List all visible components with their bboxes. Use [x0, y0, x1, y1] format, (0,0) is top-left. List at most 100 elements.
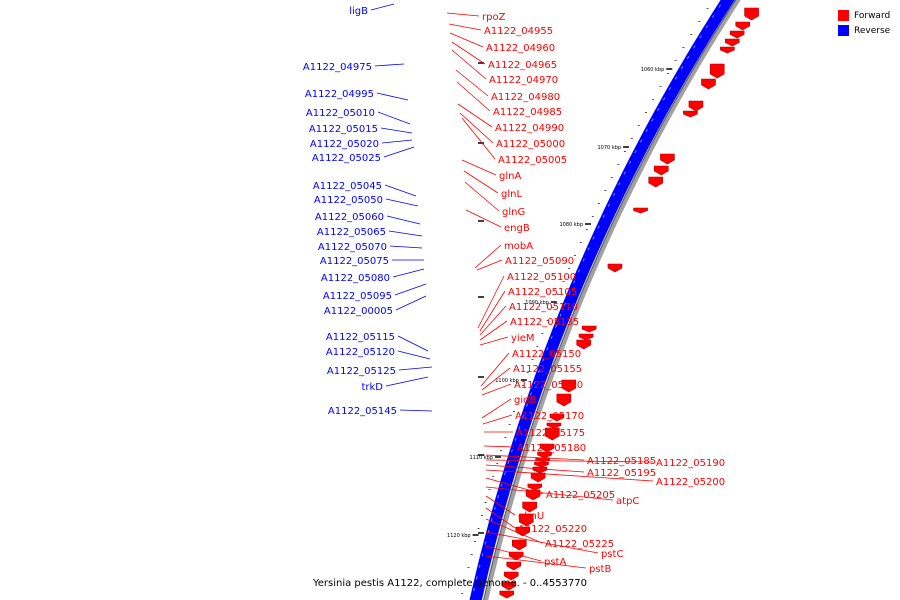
ruler-dot	[488, 489, 491, 490]
ruler-dot	[484, 502, 487, 503]
ruler-dot	[541, 333, 544, 334]
forward-label-leader	[457, 103, 493, 128]
forward-label-leader	[485, 477, 544, 495]
forward-gene-label: yieM	[511, 333, 534, 344]
forward-label-leader	[479, 305, 507, 336]
forward-label-leader	[463, 170, 499, 194]
forward-gene-arrow	[744, 7, 759, 21]
forward-label-leader	[456, 81, 491, 112]
reverse-label-leader	[397, 335, 429, 352]
forward-gene-label: A1122_05190	[656, 458, 725, 469]
ruler-dot	[682, 47, 685, 48]
forward-gene-label: A1122_04955	[484, 26, 553, 37]
genome-backbone	[469, 0, 741, 600]
ruler-dot	[461, 593, 464, 594]
backbone-line	[483, 0, 737, 600]
forward-gene-label: A1122_05195	[587, 468, 656, 479]
reverse-gene-label: A1122_05080	[321, 273, 390, 284]
reverse-label-leader	[377, 111, 411, 125]
reverse-gene-label: A1122_04975	[303, 62, 372, 73]
forward-gene-label: A1122_05155	[513, 364, 582, 375]
scale-tick-label: 1120 kbp	[447, 533, 471, 539]
scale-tick-label: 1110 kbp	[469, 455, 493, 461]
forward-label-leader	[479, 320, 508, 341]
forward-gene-arrow	[515, 526, 531, 537]
forward-gene-label: glnL	[501, 189, 522, 200]
ruler-dot	[522, 385, 524, 386]
ruler-dot	[690, 34, 693, 35]
reverse-label-leader	[370, 3, 395, 11]
forward-label-leader	[485, 555, 587, 569]
scale-ticks: 1060 kbp 1070 kbp 1080 kbp 1090 kbp 1100 kbp…	[447, 8, 709, 594]
forward-gene-arrow	[709, 63, 725, 79]
ruler-dot	[585, 229, 588, 230]
reverse-label-leader	[380, 127, 413, 134]
ruler-dot	[604, 190, 607, 191]
forward-gene-label: glnG	[502, 207, 525, 218]
forward-gene-arrow	[518, 513, 534, 527]
forward-gene-arrow	[549, 413, 565, 422]
forward-label-leader	[485, 469, 654, 482]
forward-label-leader	[461, 159, 497, 176]
forward-gene-arrow	[534, 461, 549, 468]
forward-gene-arrow	[561, 379, 577, 393]
forward-gene-arrow	[653, 165, 669, 176]
forward-gene-arrow	[535, 457, 551, 463]
forward-feature-labels: rpoZ A1122_04955 A1122_04960 A1122_04965 A11…	[446, 12, 725, 575]
reverse-gene-label: A1122_05020	[310, 139, 379, 150]
forward-gene-arrow	[532, 466, 548, 474]
forward-gene-arrow	[735, 21, 751, 31]
reverse-label-leader	[376, 92, 409, 101]
forward-gene-label: mobA	[504, 241, 533, 252]
ruler-dot	[477, 528, 480, 529]
forward-gene-arrow	[683, 110, 698, 118]
reverse-gene-label: A1122_05070	[318, 242, 387, 253]
scale-tick-label: 1060 kbp	[641, 67, 665, 73]
reverse-label-leader	[384, 184, 417, 197]
forward-label-leader	[482, 414, 513, 425]
ruler-dot	[526, 372, 529, 373]
ruler-dot	[500, 450, 503, 451]
ruler-dot	[536, 346, 539, 347]
ruler-dot	[517, 398, 520, 399]
forward-label-leader	[476, 259, 503, 271]
forward-label-leader	[448, 23, 482, 31]
forward-gene-arrow	[633, 207, 648, 214]
feature-arrows	[499, 7, 759, 599]
forward-gene-arrow	[724, 38, 740, 47]
forward-label-leader	[485, 464, 585, 473]
forward-label-leader	[485, 507, 516, 529]
forward-gene-label: gidB	[514, 395, 536, 406]
reverse-gene-label: ligB	[349, 6, 368, 17]
forward-label-leader	[459, 112, 494, 144]
reverse-gene-label: A1122_00005	[324, 306, 393, 317]
reverse-label-leader	[381, 139, 413, 144]
forward-gene-label: rpoZ	[482, 12, 506, 23]
forward-label-leader	[483, 445, 515, 448]
forward-gene-label: A1122_04965	[488, 60, 557, 71]
ruler-dot	[464, 580, 467, 581]
ruler-dot	[659, 86, 662, 87]
reverse-label-leader	[385, 198, 419, 207]
forward-label-leader	[485, 495, 516, 516]
scale-tick-label: 1070 kbp	[598, 145, 622, 151]
ruler-dot	[698, 21, 701, 22]
forward-gene-label: glnA	[499, 171, 521, 182]
forward-gene-arrow	[508, 551, 524, 561]
forward-gene-label: A1122_05160	[514, 380, 583, 391]
ruler-dot	[579, 242, 582, 243]
forward-gene-label: A1122_05175	[516, 428, 585, 439]
reverse-gene-label: A1122_05075	[320, 256, 389, 267]
ruler-dot	[624, 151, 626, 152]
forward-gene-label: A1122_04960	[486, 43, 555, 54]
ruler-dot	[531, 359, 534, 360]
forward-gene-label: A1122_04970	[489, 75, 558, 86]
forward-gene-label: A1122_04985	[493, 107, 562, 118]
forward-gene-label: pstC	[601, 549, 623, 560]
forward-gene-label: A1122_05100	[507, 272, 576, 283]
reverse-label-leader	[388, 230, 423, 237]
forward-gene-arrow	[720, 46, 735, 54]
ruler-dot	[568, 268, 571, 269]
reverse-gene-label: A1122_05010	[306, 108, 375, 119]
reverse-label-leader	[386, 215, 421, 225]
